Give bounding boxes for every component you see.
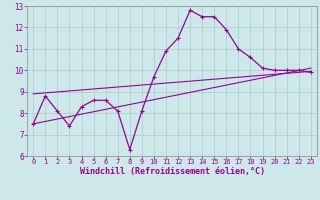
X-axis label: Windchill (Refroidissement éolien,°C): Windchill (Refroidissement éolien,°C)	[79, 167, 265, 176]
